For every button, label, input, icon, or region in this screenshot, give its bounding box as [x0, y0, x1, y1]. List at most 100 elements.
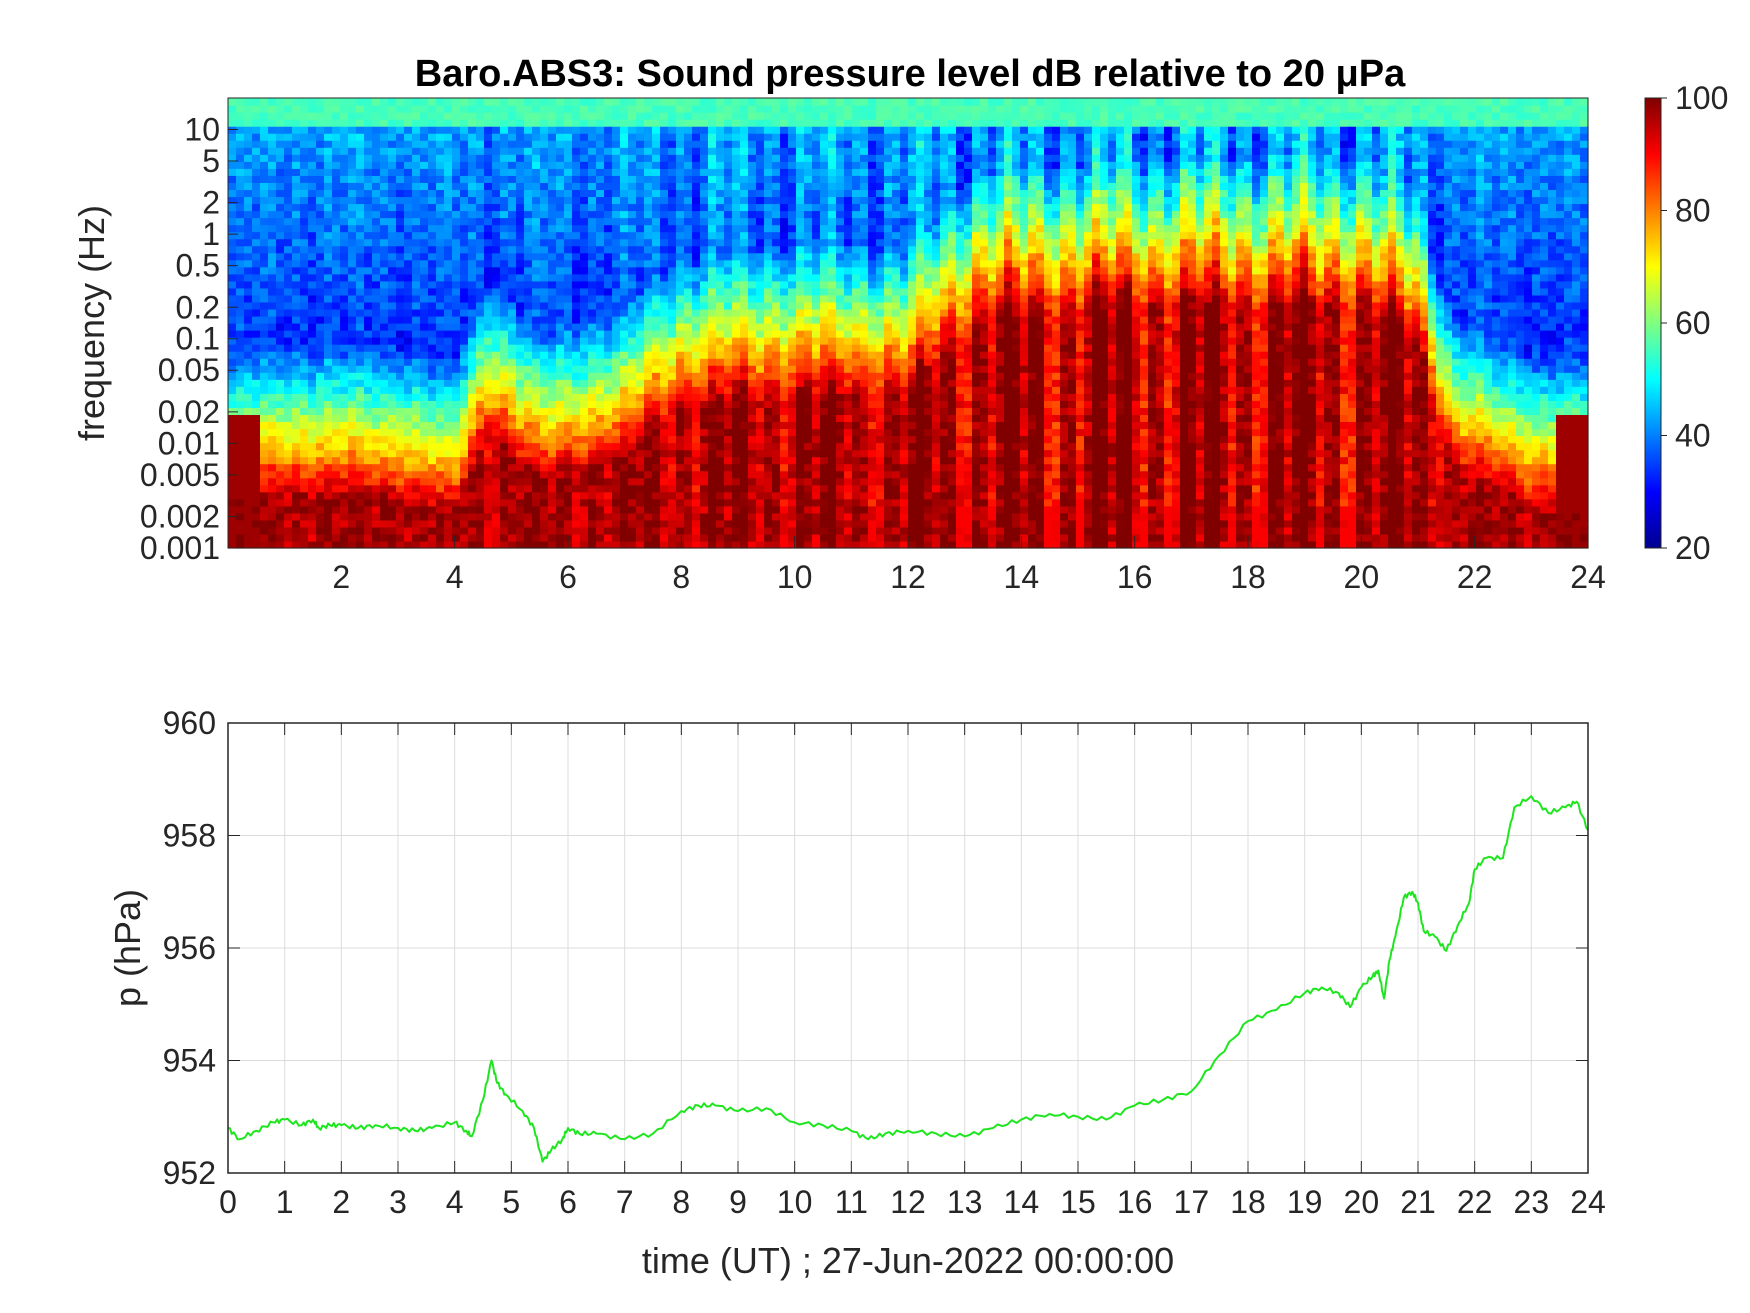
heat-cell	[820, 203, 829, 212]
heat-cell	[652, 133, 661, 141]
heat-cell	[724, 133, 733, 141]
heat-cell	[444, 133, 453, 141]
heat-cell	[244, 154, 253, 162]
heat-cell	[820, 435, 829, 444]
heat-cell	[628, 400, 637, 408]
heat-cell	[524, 203, 533, 212]
heat-cell	[332, 119, 341, 127]
heat-cell	[812, 196, 821, 205]
heat-cell	[380, 358, 389, 366]
heat-cell	[844, 126, 853, 134]
heat-cell	[612, 182, 621, 191]
heat-cell	[764, 315, 773, 324]
heat-cell	[380, 175, 389, 183]
heat-cell	[732, 407, 741, 416]
heat-cell	[636, 414, 645, 423]
heat-cell	[620, 119, 629, 127]
heat-cell	[668, 175, 677, 183]
heat-cell	[492, 119, 501, 127]
heat-cell	[428, 533, 437, 542]
heat-cell	[260, 386, 269, 394]
heat-cell	[724, 379, 733, 387]
heat-cell	[804, 287, 813, 296]
heat-cell	[660, 512, 669, 521]
heat-cell	[732, 421, 741, 430]
heat-cell	[348, 245, 357, 254]
heat-cell	[716, 477, 725, 486]
heat-cell	[580, 344, 589, 352]
heat-cell	[724, 386, 733, 394]
heat-cell	[260, 505, 269, 514]
heat-cell	[380, 196, 389, 205]
heat-cell	[604, 379, 613, 387]
heat-cell	[500, 147, 509, 155]
heat-cell	[588, 498, 597, 507]
heat-cell	[428, 273, 437, 282]
heat-cell	[428, 105, 437, 113]
heat-cell	[620, 505, 629, 514]
heat-cell	[676, 372, 685, 380]
heat-cell	[316, 344, 325, 352]
heat-cell	[580, 449, 589, 458]
heat-cell	[692, 386, 701, 394]
heat-cell	[260, 154, 269, 162]
heat-cell	[492, 266, 501, 275]
heat-cell	[684, 337, 693, 345]
heat-cell	[788, 358, 797, 366]
heat-cell	[356, 330, 365, 338]
heat-cell	[516, 273, 525, 282]
heat-cell	[500, 112, 509, 120]
heat-cell	[484, 287, 493, 296]
heat-cell	[284, 470, 293, 479]
heat-cell	[428, 379, 437, 387]
heat-cell	[660, 484, 669, 493]
heat-cell	[372, 203, 381, 212]
heat-cell	[268, 161, 277, 169]
heat-cell	[308, 294, 317, 303]
heat-cell	[380, 224, 389, 233]
heat-cell	[420, 182, 429, 191]
heat-cell	[372, 358, 381, 366]
heat-cell	[500, 294, 509, 303]
heat-cell	[420, 147, 429, 155]
heat-cell	[644, 358, 653, 366]
heat-cell	[324, 400, 333, 408]
heat-cell	[780, 175, 789, 183]
heat-cell	[316, 533, 325, 542]
heat-cell	[524, 287, 533, 296]
heat-cell	[804, 386, 813, 394]
heat-cell	[700, 505, 709, 514]
heat-cell	[276, 526, 285, 535]
heat-cell	[316, 400, 325, 408]
heat-cell	[724, 540, 733, 549]
heat-cell	[356, 372, 365, 380]
heat-cell	[660, 414, 669, 423]
heat-cell	[300, 315, 309, 324]
heat-cell	[236, 491, 245, 500]
heat-cell	[716, 323, 725, 331]
heat-cell	[564, 435, 573, 444]
heat-cell	[372, 294, 381, 303]
heat-cell	[684, 330, 693, 338]
heat-cell	[388, 379, 397, 387]
heat-cell	[356, 147, 365, 155]
heat-cell	[692, 238, 701, 247]
heat-cell	[548, 196, 557, 205]
heat-cell	[748, 386, 757, 394]
heat-cell	[524, 245, 533, 254]
heat-cell	[700, 161, 709, 169]
heat-cell	[564, 287, 573, 296]
heat-cell	[780, 252, 789, 261]
heat-cell	[588, 358, 597, 366]
heat-cell	[724, 196, 733, 205]
heat-cell	[332, 540, 341, 549]
heat-cell	[596, 168, 605, 176]
heat-cell	[732, 477, 741, 486]
heat-cell	[524, 175, 533, 183]
heat-cell	[764, 245, 773, 254]
heat-cell	[260, 393, 269, 401]
heat-cell	[516, 147, 525, 155]
heat-cell	[836, 372, 845, 380]
heat-cell	[276, 182, 285, 191]
heat-cell	[548, 287, 557, 296]
